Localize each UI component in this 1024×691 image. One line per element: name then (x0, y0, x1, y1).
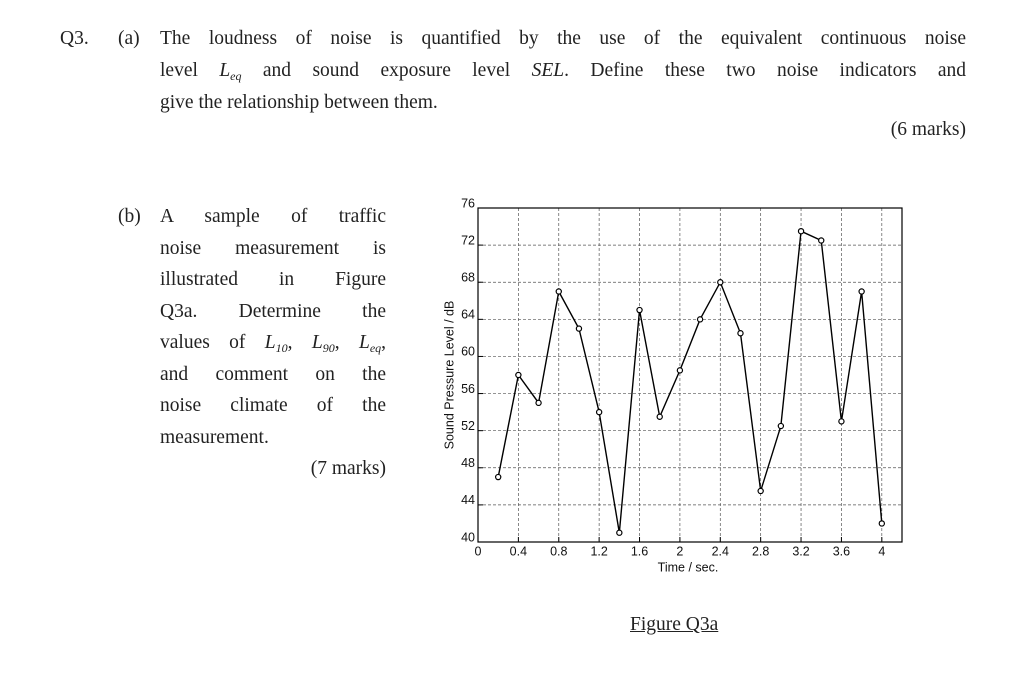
text-line: measurement. (160, 427, 269, 449)
x-tick-label: 3.2 (792, 544, 809, 558)
x-tick-label: 1.6 (631, 544, 648, 558)
part-label: (b) (118, 206, 141, 227)
text: . Define these two noise indicators and (564, 60, 966, 81)
text: and sound exposure level (241, 60, 532, 81)
subscript: 10 (275, 341, 288, 355)
data-point (616, 529, 623, 536)
data-point (595, 408, 603, 416)
y-tick-label: 40 (461, 530, 475, 544)
data-point (838, 418, 845, 425)
text: A sample of traffic (160, 206, 386, 227)
data-point (797, 227, 805, 235)
figure-caption: Figure Q3a (630, 614, 719, 635)
plot-frame (477, 207, 903, 543)
data-point (777, 422, 785, 430)
data-point (575, 325, 583, 332)
x-tick-label: 0.8 (550, 544, 567, 558)
text-line: Q3a. Determine the (160, 301, 386, 323)
y-tick-label: 72 (461, 233, 475, 247)
y-tick-label: 64 (461, 308, 475, 322)
text-line: A sample of traffic (160, 206, 386, 228)
x-axis-label: Time / sec. (658, 560, 719, 574)
x-tick-label: 4 (878, 544, 885, 558)
text: Q3a. Determine the (160, 300, 386, 322)
y-tick-label: 76 (461, 196, 475, 210)
text: level (160, 60, 220, 81)
series-line (497, 230, 883, 533)
data-point (737, 330, 744, 337)
text: , (287, 332, 312, 353)
text: give the relationship between them. (160, 92, 438, 113)
x-tick-label: 3.6 (833, 544, 850, 558)
data-point (676, 367, 684, 374)
text-line: give the relationship between them. (160, 92, 438, 114)
subscript: eq (369, 341, 382, 355)
symbol: L (219, 60, 231, 81)
data-point (696, 316, 704, 323)
text: illustrated in Figure (160, 269, 386, 290)
y-axis-label: Sound Pressure Level / dB (442, 301, 456, 450)
y-tick-label: 60 (461, 345, 475, 359)
text: noise measurement is (160, 237, 386, 259)
symbol: SEL (531, 60, 565, 81)
data-point (757, 487, 764, 495)
part-label: (a) (118, 28, 140, 49)
data-point (515, 371, 522, 379)
symbol: L (311, 332, 323, 353)
text-line: and comment on the (160, 364, 386, 386)
y-tick-label: 68 (461, 271, 475, 285)
x-tick-label: 1.2 (590, 544, 607, 558)
x-tick-label: 0.4 (510, 544, 527, 558)
data-point (555, 288, 562, 295)
x-tick-label: 2 (676, 544, 683, 558)
text: , (381, 332, 387, 353)
data-point (717, 279, 724, 286)
x-tick-label: 0 (475, 544, 482, 558)
data-point (535, 399, 542, 407)
text: The loudness of noise is quantified by t… (160, 28, 966, 49)
text-line: noise climate of the (160, 395, 386, 417)
symbol: L (358, 332, 370, 353)
x-tick-label: 2.4 (712, 544, 729, 558)
subscript: eq (230, 69, 242, 83)
y-tick-label: 56 (461, 382, 475, 396)
marks: (6 marks) (890, 119, 966, 140)
data-point (818, 237, 825, 244)
data-point (878, 520, 886, 527)
text: values of (160, 332, 265, 353)
marks: (7 marks) (310, 458, 386, 479)
text-line: values of L10, L90, Leq, (160, 332, 386, 354)
data-point (858, 288, 865, 295)
text-line: The loudness of noise is quantified by t… (160, 28, 966, 50)
y-tick-label: 44 (461, 493, 475, 507)
y-tick-label: 48 (461, 456, 475, 470)
x-tick-label: 2.8 (752, 544, 769, 558)
text: and comment on the (160, 363, 386, 385)
y-tick-label: 52 (461, 419, 475, 433)
text: , (334, 332, 359, 353)
subscript: 90 (322, 341, 335, 355)
data-point (656, 413, 663, 420)
data-point (494, 473, 502, 481)
data-point (636, 306, 643, 314)
question-number: Q3. (60, 28, 89, 49)
text: noise climate of the (160, 395, 386, 416)
text-line: noise measurement is (160, 238, 386, 260)
text: measurement. (160, 426, 269, 448)
text-line: illustrated in Figure (160, 269, 386, 291)
text-line: level Leq and sound exposure level SEL. … (160, 60, 966, 82)
symbol: L (264, 332, 276, 353)
